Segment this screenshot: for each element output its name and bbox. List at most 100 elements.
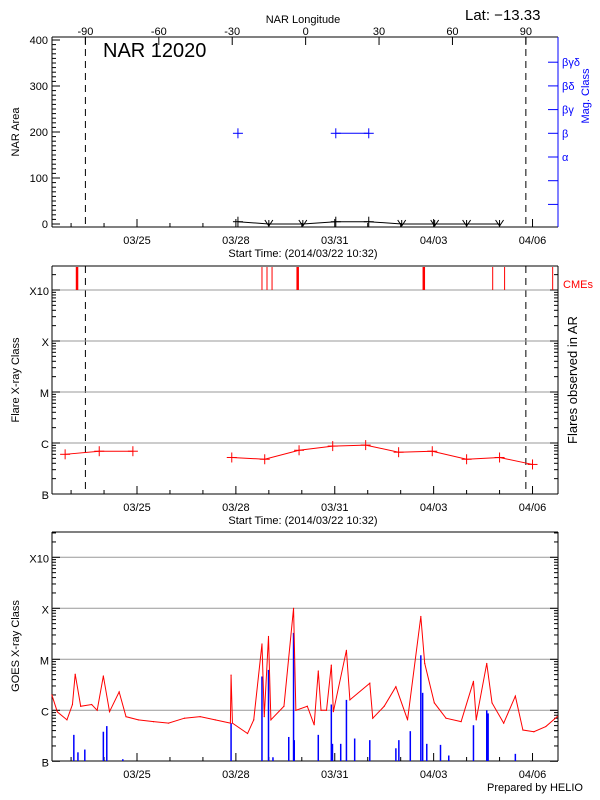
y-tick-label: 0 xyxy=(42,219,48,231)
mag-class-tick-label: βγ xyxy=(562,105,574,117)
goes-long-point xyxy=(56,711,58,713)
goes-long-point xyxy=(330,664,332,666)
flares-observed-label: Flares observed in AR xyxy=(565,316,580,444)
area-point-down-arrow xyxy=(397,219,407,227)
flare-point xyxy=(60,449,71,460)
goes-long-point xyxy=(71,703,74,706)
goes-long-point xyxy=(514,695,516,697)
top-axis-label: NAR Longitude xyxy=(266,14,341,26)
goes-long-point xyxy=(267,635,270,638)
goes-long-point xyxy=(137,719,139,721)
x-tick-label: 04/03 xyxy=(420,235,448,247)
goes-long-point xyxy=(118,691,120,693)
goes-long-point xyxy=(522,729,524,731)
goes-long-point xyxy=(231,722,234,724)
goes-long-point xyxy=(325,709,328,711)
goes-long-point xyxy=(80,705,82,707)
class-tick-label: M xyxy=(40,388,49,400)
area-point-down-arrow xyxy=(462,219,472,227)
x-tick-label: 03/25 xyxy=(123,769,151,781)
goes-long-point xyxy=(424,662,426,665)
x-tick-label: 03/25 xyxy=(123,502,151,514)
x-tick-label: 04/03 xyxy=(420,769,448,781)
longitude-tick-label: -90 xyxy=(77,26,93,38)
goes-long-point xyxy=(270,719,272,721)
longitude-tick-label: 60 xyxy=(446,26,458,38)
goes-long-point xyxy=(349,699,351,701)
down-arrow-icon xyxy=(264,219,274,227)
x-tick-label: 03/31 xyxy=(321,769,349,781)
goes-long-point xyxy=(229,722,231,724)
goes-long-point xyxy=(472,680,475,682)
class-tick-label: C xyxy=(41,439,49,451)
mag-class-tick-label: α xyxy=(562,152,569,164)
mag-class-point xyxy=(232,128,243,139)
area-point-down-arrow xyxy=(430,219,440,227)
x-tick-label: 04/06 xyxy=(519,769,547,781)
goes-long-point xyxy=(253,719,255,721)
longitude-tick-label: 90 xyxy=(520,26,532,38)
mag-class-label: Mag. Class xyxy=(580,68,592,124)
longitude-tick-label: -30 xyxy=(224,26,240,38)
x-tick-label: 03/28 xyxy=(222,235,250,247)
goes-long-point xyxy=(214,719,216,721)
goes-long-point xyxy=(66,719,68,721)
x-tick-label: 04/06 xyxy=(519,502,547,514)
goes-long-point xyxy=(51,694,53,696)
mag-class-tick-label: βγδ xyxy=(562,57,580,69)
flare-point xyxy=(360,440,371,451)
goes-long-point xyxy=(556,716,558,718)
x-tick-label: 03/31 xyxy=(321,235,349,247)
goes-long-point xyxy=(345,649,348,651)
goes-long-point xyxy=(445,717,447,719)
flare-y-label: Flare X-ray Class xyxy=(10,337,22,422)
goes-long-point xyxy=(167,722,170,724)
goes-long-point xyxy=(406,719,409,721)
flare-point xyxy=(427,446,438,457)
goes-long-point xyxy=(317,670,319,672)
flare-point xyxy=(94,446,105,457)
goes-long-point xyxy=(295,709,297,711)
goes-long-point xyxy=(503,722,505,724)
cme-label: CMEs xyxy=(563,279,593,291)
flare-point xyxy=(259,454,270,465)
class-tick-label: B xyxy=(42,757,49,769)
goes-long-point xyxy=(460,721,462,723)
goes-long-point xyxy=(372,717,374,719)
goes-long-point xyxy=(486,662,488,665)
flare-point xyxy=(527,459,538,470)
flare-point xyxy=(393,447,404,458)
goes-long-point xyxy=(199,716,201,718)
longitude-tick-label: -60 xyxy=(151,26,167,38)
goes-long-point xyxy=(306,705,308,707)
class-tick-label: M xyxy=(40,655,49,667)
goes-y-label: GOES X-ray Class xyxy=(10,600,22,692)
goes-long-point xyxy=(332,711,334,713)
goes-long-point xyxy=(383,705,385,707)
goes-long-point xyxy=(246,732,249,735)
goes-long-point xyxy=(125,716,127,718)
class-tick-label: X xyxy=(42,604,50,616)
x-tick-label: 03/31 xyxy=(321,502,349,514)
goes-long-point xyxy=(320,709,322,711)
plot-layer: 03/25 03/28 03/31 04/03 04/060100200300400-9… xyxy=(29,26,580,781)
flare-point xyxy=(226,452,237,463)
class-tick-label: C xyxy=(41,706,49,718)
flare-point xyxy=(461,454,472,465)
area-point xyxy=(232,216,243,227)
area-point-down-arrow xyxy=(298,219,308,227)
mag-class-point xyxy=(363,128,374,139)
down-arrow-icon xyxy=(462,219,472,227)
flare-point xyxy=(127,446,138,457)
class-tick-label: X10 xyxy=(29,286,49,298)
y-tick-label: 400 xyxy=(30,35,48,47)
goes-long-point xyxy=(108,711,111,713)
x-tick-label: 04/03 xyxy=(420,502,448,514)
area-y-label: NAR Area xyxy=(10,107,22,157)
x-tick-label: 03/28 xyxy=(222,502,250,514)
goes-long-point xyxy=(491,702,493,704)
mag-class-tick-label: βδ xyxy=(562,81,574,93)
mag-class-tick-label: β xyxy=(562,128,568,140)
panel-title: NAR 12020 xyxy=(103,40,206,62)
